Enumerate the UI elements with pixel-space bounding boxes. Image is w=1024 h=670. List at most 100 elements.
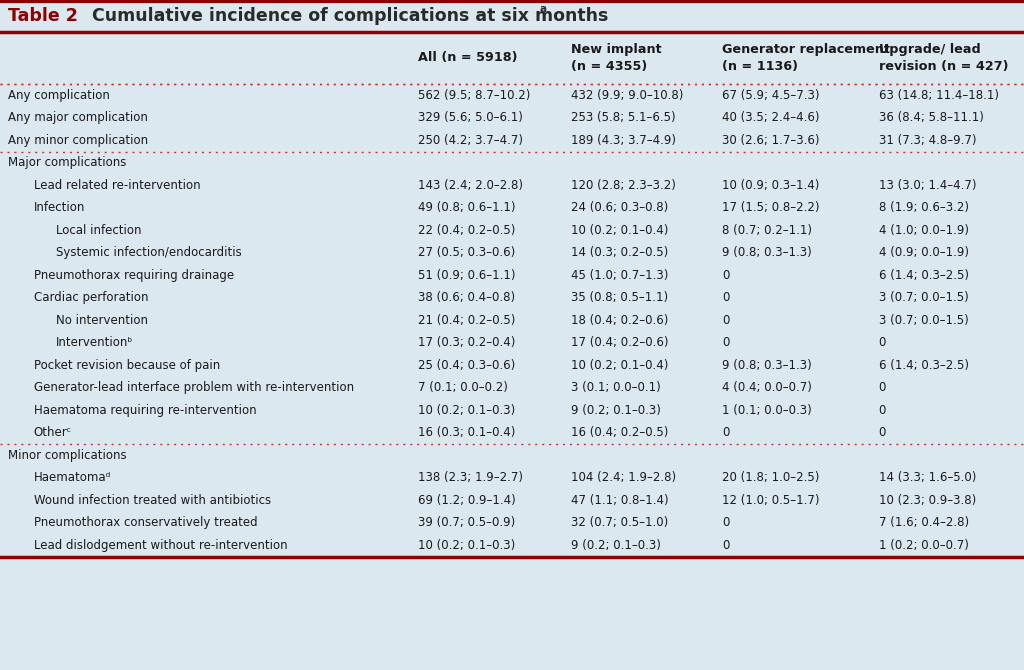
Text: 253 (5.8; 5.1–6.5): 253 (5.8; 5.1–6.5) bbox=[571, 111, 676, 124]
Text: 18 (0.4; 0.2–0.6): 18 (0.4; 0.2–0.6) bbox=[571, 314, 669, 327]
Text: 32 (0.7; 0.5–1.0): 32 (0.7; 0.5–1.0) bbox=[571, 517, 669, 529]
Text: Infection: Infection bbox=[34, 201, 85, 214]
Text: New implant
(n = 4355): New implant (n = 4355) bbox=[571, 43, 663, 73]
Text: Any minor complication: Any minor complication bbox=[8, 134, 148, 147]
Text: 39 (0.7; 0.5–0.9): 39 (0.7; 0.5–0.9) bbox=[418, 517, 515, 529]
Text: Pneumothorax conservatively treated: Pneumothorax conservatively treated bbox=[34, 517, 257, 529]
Text: 10 (0.2; 0.1–0.3): 10 (0.2; 0.1–0.3) bbox=[418, 404, 515, 417]
Text: 10 (0.2; 0.1–0.4): 10 (0.2; 0.1–0.4) bbox=[571, 358, 669, 372]
Text: 0: 0 bbox=[879, 404, 886, 417]
Text: 120 (2.8; 2.3–3.2): 120 (2.8; 2.3–3.2) bbox=[571, 179, 676, 192]
Text: 14 (3.3; 1.6–5.0): 14 (3.3; 1.6–5.0) bbox=[879, 471, 976, 484]
Text: 14 (0.3; 0.2–0.5): 14 (0.3; 0.2–0.5) bbox=[571, 247, 669, 259]
Text: 250 (4.2; 3.7–4.7): 250 (4.2; 3.7–4.7) bbox=[418, 134, 523, 147]
Text: 6 (1.4; 0.3–2.5): 6 (1.4; 0.3–2.5) bbox=[879, 269, 969, 282]
Text: 104 (2.4; 1.9–2.8): 104 (2.4; 1.9–2.8) bbox=[571, 471, 677, 484]
Text: 0: 0 bbox=[722, 517, 729, 529]
Text: 36 (8.4; 5.8–11.1): 36 (8.4; 5.8–11.1) bbox=[879, 111, 983, 124]
Text: 21 (0.4; 0.2–0.5): 21 (0.4; 0.2–0.5) bbox=[418, 314, 515, 327]
Text: 6 (1.4; 0.3–2.5): 6 (1.4; 0.3–2.5) bbox=[879, 358, 969, 372]
Text: 3 (0.1; 0.0–0.1): 3 (0.1; 0.0–0.1) bbox=[571, 381, 662, 394]
Text: Upgrade/ lead
revision (n = 427): Upgrade/ lead revision (n = 427) bbox=[879, 43, 1008, 73]
Text: 63 (14.8; 11.4–18.1): 63 (14.8; 11.4–18.1) bbox=[879, 88, 998, 102]
Text: 40 (3.5; 2.4–4.6): 40 (3.5; 2.4–4.6) bbox=[722, 111, 819, 124]
Text: 9 (0.2; 0.1–0.3): 9 (0.2; 0.1–0.3) bbox=[571, 539, 662, 552]
Text: 1 (0.2; 0.0–0.7): 1 (0.2; 0.0–0.7) bbox=[879, 539, 969, 552]
Text: 4 (0.9; 0.0–1.9): 4 (0.9; 0.0–1.9) bbox=[879, 247, 969, 259]
Text: Lead dislodgement without re-intervention: Lead dislodgement without re-interventio… bbox=[34, 539, 288, 552]
Text: Haematoma requiring re-intervention: Haematoma requiring re-intervention bbox=[34, 404, 256, 417]
Text: Cumulative incidence of complications at six months: Cumulative incidence of complications at… bbox=[80, 7, 608, 25]
Text: 3 (0.7; 0.0–1.5): 3 (0.7; 0.0–1.5) bbox=[879, 291, 969, 304]
Text: 12 (1.0; 0.5–1.7): 12 (1.0; 0.5–1.7) bbox=[722, 494, 819, 507]
Text: Generator-lead interface problem with re-intervention: Generator-lead interface problem with re… bbox=[34, 381, 354, 394]
Text: Wound infection treated with antibiotics: Wound infection treated with antibiotics bbox=[34, 494, 271, 507]
Text: 3 (0.7; 0.0–1.5): 3 (0.7; 0.0–1.5) bbox=[879, 314, 969, 327]
Text: 138 (2.3; 1.9–2.7): 138 (2.3; 1.9–2.7) bbox=[418, 471, 523, 484]
Text: Local infection: Local infection bbox=[56, 224, 141, 237]
Text: 189 (4.3; 3.7–4.9): 189 (4.3; 3.7–4.9) bbox=[571, 134, 677, 147]
Text: 0: 0 bbox=[722, 314, 729, 327]
Text: Any complication: Any complication bbox=[8, 88, 110, 102]
Text: 10 (0.9; 0.3–1.4): 10 (0.9; 0.3–1.4) bbox=[722, 179, 819, 192]
Text: 0: 0 bbox=[722, 426, 729, 440]
Text: 432 (9.9; 9.0–10.8): 432 (9.9; 9.0–10.8) bbox=[571, 88, 684, 102]
Text: 9 (0.8; 0.3–1.3): 9 (0.8; 0.3–1.3) bbox=[722, 247, 812, 259]
Text: All (n = 5918): All (n = 5918) bbox=[418, 52, 517, 64]
Text: Interventionᵇ: Interventionᵇ bbox=[56, 336, 134, 349]
Text: Pneumothorax requiring drainage: Pneumothorax requiring drainage bbox=[34, 269, 233, 282]
Text: 13 (3.0; 1.4–4.7): 13 (3.0; 1.4–4.7) bbox=[879, 179, 976, 192]
Text: Table 2: Table 2 bbox=[8, 7, 78, 25]
Text: Major complications: Major complications bbox=[8, 156, 127, 170]
Text: 51 (0.9; 0.6–1.1): 51 (0.9; 0.6–1.1) bbox=[418, 269, 515, 282]
Text: a: a bbox=[540, 4, 547, 14]
Text: 0: 0 bbox=[879, 336, 886, 349]
Text: 7 (1.6; 0.4–2.8): 7 (1.6; 0.4–2.8) bbox=[879, 517, 969, 529]
Text: 4 (1.0; 0.0–1.9): 4 (1.0; 0.0–1.9) bbox=[879, 224, 969, 237]
Text: 16 (0.4; 0.2–0.5): 16 (0.4; 0.2–0.5) bbox=[571, 426, 669, 440]
Text: Cardiac perforation: Cardiac perforation bbox=[34, 291, 148, 304]
Text: Systemic infection/endocarditis: Systemic infection/endocarditis bbox=[56, 247, 242, 259]
Text: 1 (0.1; 0.0–0.3): 1 (0.1; 0.0–0.3) bbox=[722, 404, 812, 417]
Text: 0: 0 bbox=[722, 291, 729, 304]
Text: 25 (0.4; 0.3–0.6): 25 (0.4; 0.3–0.6) bbox=[418, 358, 515, 372]
Text: 10 (2.3; 0.9–3.8): 10 (2.3; 0.9–3.8) bbox=[879, 494, 976, 507]
Text: 38 (0.6; 0.4–0.8): 38 (0.6; 0.4–0.8) bbox=[418, 291, 515, 304]
Text: 143 (2.4; 2.0–2.8): 143 (2.4; 2.0–2.8) bbox=[418, 179, 523, 192]
Text: 24 (0.6; 0.3–0.8): 24 (0.6; 0.3–0.8) bbox=[571, 201, 669, 214]
Text: Lead related re-intervention: Lead related re-intervention bbox=[34, 179, 201, 192]
Text: Any major complication: Any major complication bbox=[8, 111, 148, 124]
Text: 20 (1.8; 1.0–2.5): 20 (1.8; 1.0–2.5) bbox=[722, 471, 819, 484]
Text: 4 (0.4; 0.0–0.7): 4 (0.4; 0.0–0.7) bbox=[722, 381, 812, 394]
Text: 17 (1.5; 0.8–2.2): 17 (1.5; 0.8–2.2) bbox=[722, 201, 819, 214]
Text: 7 (0.1; 0.0–0.2): 7 (0.1; 0.0–0.2) bbox=[418, 381, 508, 394]
Text: 0: 0 bbox=[879, 426, 886, 440]
Text: 69 (1.2; 0.9–1.4): 69 (1.2; 0.9–1.4) bbox=[418, 494, 515, 507]
Text: 67 (5.9; 4.5–7.3): 67 (5.9; 4.5–7.3) bbox=[722, 88, 819, 102]
Text: 17 (0.4; 0.2–0.6): 17 (0.4; 0.2–0.6) bbox=[571, 336, 669, 349]
Text: 16 (0.3; 0.1–0.4): 16 (0.3; 0.1–0.4) bbox=[418, 426, 515, 440]
Text: 22 (0.4; 0.2–0.5): 22 (0.4; 0.2–0.5) bbox=[418, 224, 515, 237]
Text: Pocket revision because of pain: Pocket revision because of pain bbox=[34, 358, 220, 372]
Text: Minor complications: Minor complications bbox=[8, 449, 127, 462]
Text: Generator replacement
(n = 1136): Generator replacement (n = 1136) bbox=[722, 43, 890, 73]
Text: 10 (0.2; 0.1–0.3): 10 (0.2; 0.1–0.3) bbox=[418, 539, 515, 552]
Text: 27 (0.5; 0.3–0.6): 27 (0.5; 0.3–0.6) bbox=[418, 247, 515, 259]
Text: 10 (0.2; 0.1–0.4): 10 (0.2; 0.1–0.4) bbox=[571, 224, 669, 237]
Text: 8 (0.7; 0.2–1.1): 8 (0.7; 0.2–1.1) bbox=[722, 224, 812, 237]
Text: 329 (5.6; 5.0–6.1): 329 (5.6; 5.0–6.1) bbox=[418, 111, 522, 124]
Text: 31 (7.3; 4.8–9.7): 31 (7.3; 4.8–9.7) bbox=[879, 134, 976, 147]
Text: Otherᶜ: Otherᶜ bbox=[34, 426, 72, 440]
Text: No intervention: No intervention bbox=[56, 314, 148, 327]
Text: 0: 0 bbox=[722, 539, 729, 552]
Text: 9 (0.8; 0.3–1.3): 9 (0.8; 0.3–1.3) bbox=[722, 358, 812, 372]
Text: 0: 0 bbox=[722, 336, 729, 349]
Text: 45 (1.0; 0.7–1.3): 45 (1.0; 0.7–1.3) bbox=[571, 269, 669, 282]
Text: 8 (1.9; 0.6–3.2): 8 (1.9; 0.6–3.2) bbox=[879, 201, 969, 214]
Text: Haematomaᵈ: Haematomaᵈ bbox=[34, 471, 112, 484]
Text: 562 (9.5; 8.7–10.2): 562 (9.5; 8.7–10.2) bbox=[418, 88, 530, 102]
Text: 0: 0 bbox=[722, 269, 729, 282]
Text: 30 (2.6; 1.7–3.6): 30 (2.6; 1.7–3.6) bbox=[722, 134, 819, 147]
Text: 17 (0.3; 0.2–0.4): 17 (0.3; 0.2–0.4) bbox=[418, 336, 515, 349]
Text: 9 (0.2; 0.1–0.3): 9 (0.2; 0.1–0.3) bbox=[571, 404, 662, 417]
